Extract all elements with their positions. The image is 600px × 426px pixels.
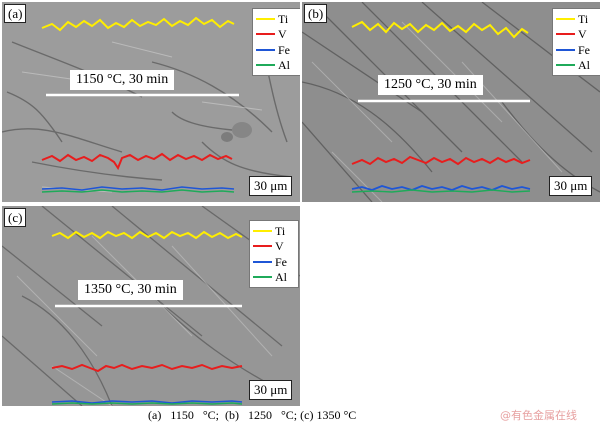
legend-item-fe: Fe xyxy=(253,42,300,58)
legend-item-ti: Ti xyxy=(253,11,300,27)
legend-swatch xyxy=(256,64,275,67)
micrograph-panel-b: (b) 1250 °C, 30 min Ti V Fe Al 30 μm xyxy=(302,2,600,202)
panel-label: (c) xyxy=(4,208,27,227)
legend-swatch xyxy=(256,48,275,51)
ti-profile-line xyxy=(351,20,529,39)
legend-swatch xyxy=(556,48,575,51)
v-profile-line xyxy=(51,363,243,373)
fe-profile-line xyxy=(351,185,531,191)
legend-swatch xyxy=(253,229,272,232)
legend-item-al: Al xyxy=(553,58,600,74)
legend-item-al: Al xyxy=(253,58,300,74)
legend-item-ti: Ti xyxy=(553,11,600,27)
panel-label: (a) xyxy=(4,4,27,23)
condition-label: 1350 °C, 30 min xyxy=(78,280,183,300)
v-profile-line xyxy=(351,155,531,166)
ti-profile-line xyxy=(41,16,235,32)
line-scan-profiles xyxy=(41,16,239,193)
scale-bar: 30 μm xyxy=(249,176,293,196)
micrograph-texture xyxy=(2,2,300,202)
scale-bar: 30 μm xyxy=(549,176,593,196)
legend-swatch xyxy=(253,260,272,263)
element-legend: Ti V Fe Al xyxy=(252,8,300,76)
legend-swatch xyxy=(556,33,575,36)
fe-profile-line xyxy=(51,400,243,404)
condition-label: 1250 °C, 30 min xyxy=(378,75,483,95)
ti-profile-line xyxy=(51,230,243,240)
micrograph-panel-c: (c) 1350 °C, 30 min Ti V Fe Al 30 μm xyxy=(2,206,300,406)
legend-swatch xyxy=(256,17,275,20)
element-legend: Ti V Fe Al xyxy=(552,8,600,76)
legend-item-v: V xyxy=(250,239,298,255)
legend-swatch xyxy=(253,276,272,279)
legend-item-ti: Ti xyxy=(250,223,298,239)
v-profile-line xyxy=(41,152,233,171)
legend-item-fe: Fe xyxy=(553,42,600,58)
watermark: @有色金属在线 xyxy=(500,409,577,422)
micrograph-panel-a: (a) 1150 °C, 30 min Ti V Fe Al 30 μm xyxy=(2,2,300,202)
legend-swatch xyxy=(556,17,575,20)
line-scan-profiles xyxy=(51,230,243,405)
legend-item-al: Al xyxy=(250,270,298,286)
scale-bar: 30 μm xyxy=(249,380,293,400)
al-profile-line xyxy=(51,402,243,405)
fe-profile-line xyxy=(41,186,235,191)
legend-item-fe: Fe xyxy=(250,254,298,270)
legend-swatch xyxy=(253,245,272,248)
legend-item-v: V xyxy=(253,27,300,43)
legend-item-v: V xyxy=(553,27,600,43)
panel-label: (b) xyxy=(304,4,328,23)
al-profile-line xyxy=(351,189,531,193)
al-profile-line xyxy=(41,189,235,193)
condition-label: 1150 °C, 30 min xyxy=(70,70,175,90)
element-legend: Ti V Fe Al xyxy=(249,220,299,288)
figure-caption: (a) 1150 °C; (b) 1250 °C; (c) 1350 °C xyxy=(148,408,357,422)
legend-swatch xyxy=(556,64,575,67)
legend-swatch xyxy=(256,33,275,36)
line-scan-profiles xyxy=(351,20,531,193)
